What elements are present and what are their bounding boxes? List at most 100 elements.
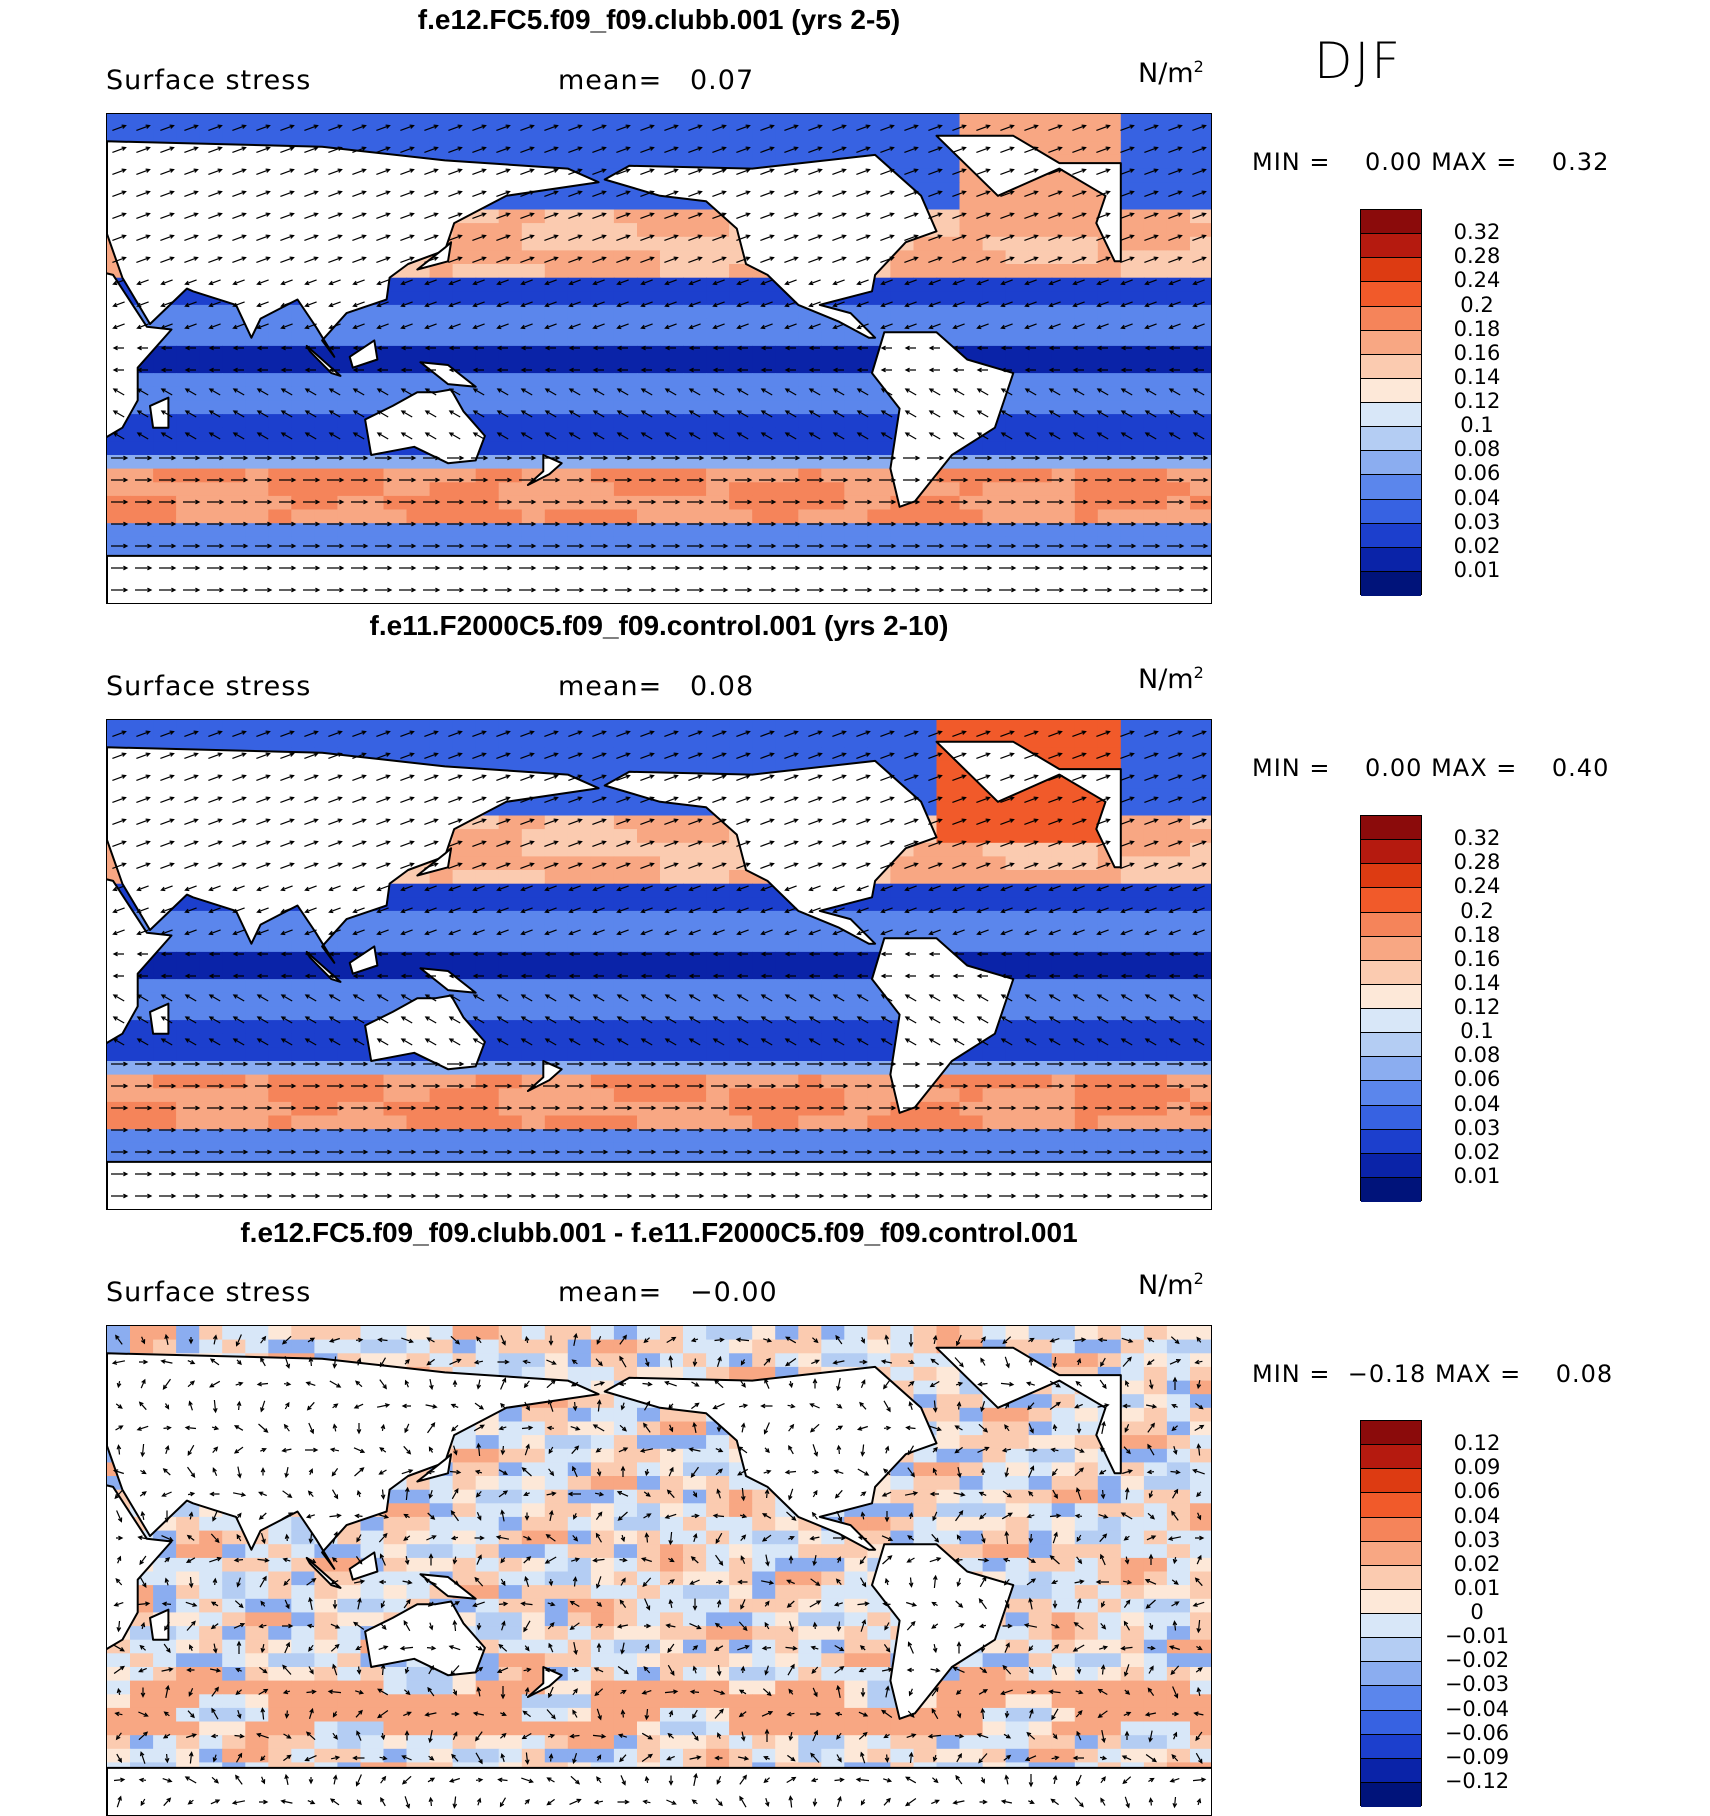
field-cell xyxy=(1029,1075,1053,1089)
field-cell xyxy=(706,884,730,898)
field-cell xyxy=(568,938,592,952)
field-cell xyxy=(1121,870,1145,884)
field-cell xyxy=(245,414,269,428)
field-cell xyxy=(291,441,315,455)
field-cell xyxy=(637,802,661,816)
field-cell xyxy=(476,966,500,980)
field-cell xyxy=(291,1047,315,1061)
field-cell xyxy=(130,1129,154,1143)
field-cell xyxy=(568,870,592,884)
panel-2-variable: Surface stress xyxy=(106,671,311,702)
field-cell xyxy=(407,482,431,496)
field-cell xyxy=(545,482,569,496)
field-cell xyxy=(937,761,961,775)
field-cell xyxy=(914,128,938,142)
field-cell xyxy=(314,1088,338,1102)
field-cell xyxy=(614,332,638,346)
field-cell xyxy=(268,979,292,993)
field-cell xyxy=(107,510,131,524)
field-cell xyxy=(407,1075,431,1089)
field-cell xyxy=(798,510,822,524)
field-cell xyxy=(222,1088,246,1102)
field-cell xyxy=(867,1020,891,1034)
field-cell xyxy=(637,1020,661,1034)
field-cell xyxy=(1006,223,1030,237)
field-cell xyxy=(637,1075,661,1089)
field-cell xyxy=(1075,291,1099,305)
field-cell xyxy=(268,373,292,387)
field-cell xyxy=(361,1075,385,1089)
field-cell xyxy=(660,1020,684,1034)
field-cell xyxy=(1006,114,1030,128)
field-cell xyxy=(591,291,615,305)
field-cell xyxy=(844,510,868,524)
field-cell xyxy=(268,114,292,128)
field-cell xyxy=(798,482,822,496)
field-cell xyxy=(222,523,246,537)
field-cell xyxy=(660,250,684,264)
panel-2-max-value: 0.40 xyxy=(1552,754,1609,782)
field-cell xyxy=(1029,469,1053,483)
field-cell xyxy=(683,373,707,387)
field-cell xyxy=(844,1116,868,1130)
field-cell xyxy=(568,979,592,993)
field-cell xyxy=(614,237,638,251)
field-cell xyxy=(291,510,315,524)
field-cell xyxy=(407,537,431,551)
field-cell xyxy=(591,196,615,210)
field-cell xyxy=(522,1116,546,1130)
field-cell xyxy=(890,291,914,305)
field-cell xyxy=(1006,884,1030,898)
field-cell xyxy=(245,1102,269,1116)
field-cell xyxy=(614,278,638,292)
field-cell xyxy=(222,720,246,734)
field-cell xyxy=(430,884,454,898)
field-cell xyxy=(983,510,1007,524)
field-cell xyxy=(683,897,707,911)
field-cell xyxy=(1098,291,1122,305)
field-cell xyxy=(453,237,477,251)
field-cell xyxy=(245,428,269,442)
field-cell xyxy=(983,332,1007,346)
field-cell xyxy=(683,414,707,428)
field-cell xyxy=(453,911,477,925)
field-cell xyxy=(914,870,938,884)
field-cell xyxy=(130,537,154,551)
field-cell xyxy=(1190,237,1212,251)
colorbar-swatch xyxy=(1361,234,1421,258)
field-cell xyxy=(268,1006,292,1020)
field-cell xyxy=(591,455,615,469)
field-cell xyxy=(1190,428,1212,442)
field-cell xyxy=(983,319,1007,333)
field-cell xyxy=(291,993,315,1007)
field-cell xyxy=(1052,1088,1076,1102)
field-cell xyxy=(476,469,500,483)
field-cell xyxy=(522,278,546,292)
field-cell xyxy=(683,114,707,128)
field-cell xyxy=(384,455,408,469)
field-cell xyxy=(706,1129,730,1143)
field-cell xyxy=(660,979,684,993)
field-cell xyxy=(821,455,845,469)
field-cell xyxy=(1190,843,1212,857)
field-cell xyxy=(775,1047,799,1061)
field-cell xyxy=(637,1061,661,1075)
field-cell xyxy=(291,496,315,510)
field-cell xyxy=(545,373,569,387)
field-cell xyxy=(683,856,707,870)
field-cell xyxy=(430,911,454,925)
season-label: DJF xyxy=(1314,32,1402,90)
field-cell xyxy=(522,911,546,925)
field-cell xyxy=(222,1034,246,1048)
field-cell xyxy=(568,496,592,510)
field-cell xyxy=(937,870,961,884)
field-cell xyxy=(821,1047,845,1061)
field-cell xyxy=(798,496,822,510)
field-cell xyxy=(291,1006,315,1020)
field-cell xyxy=(660,734,684,748)
field-cell xyxy=(706,966,730,980)
field-cell xyxy=(683,993,707,1007)
field-cell xyxy=(867,1088,891,1102)
field-cell xyxy=(314,537,338,551)
field-cell xyxy=(660,843,684,857)
